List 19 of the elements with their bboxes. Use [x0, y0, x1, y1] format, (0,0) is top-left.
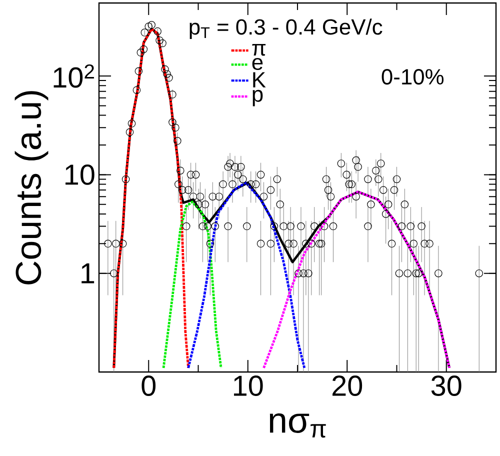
annotation: 0-10% — [382, 69, 444, 85]
x-tick-label: 10 — [234, 376, 263, 396]
y-tick-label: 10 — [66, 164, 94, 185]
line-series — [262, 190, 451, 370]
x-tick-label: 20 — [332, 376, 362, 396]
line-series — [162, 200, 222, 370]
x-tick-label: 30 — [431, 376, 462, 396]
y-axis-title: Counts (a.u) — [14, 91, 48, 284]
y-tick-label: 1 — [82, 263, 94, 284]
x-axis-title: nσ$_{π}$ — [270, 413, 326, 438]
y-tick-label: 10$^{2}$ — [54, 64, 94, 88]
annotation: p$_{T}$ = 0.3 - 0.4 GeV/c — [190, 18, 382, 40]
x-tick-label: 0 — [142, 376, 156, 396]
legend-label: e — [252, 58, 263, 70]
legend-label: K — [253, 72, 266, 88]
legend-label: π — [252, 44, 266, 56]
line-series — [187, 181, 306, 370]
line-series — [112, 28, 190, 370]
legend-label: p — [252, 90, 263, 106]
